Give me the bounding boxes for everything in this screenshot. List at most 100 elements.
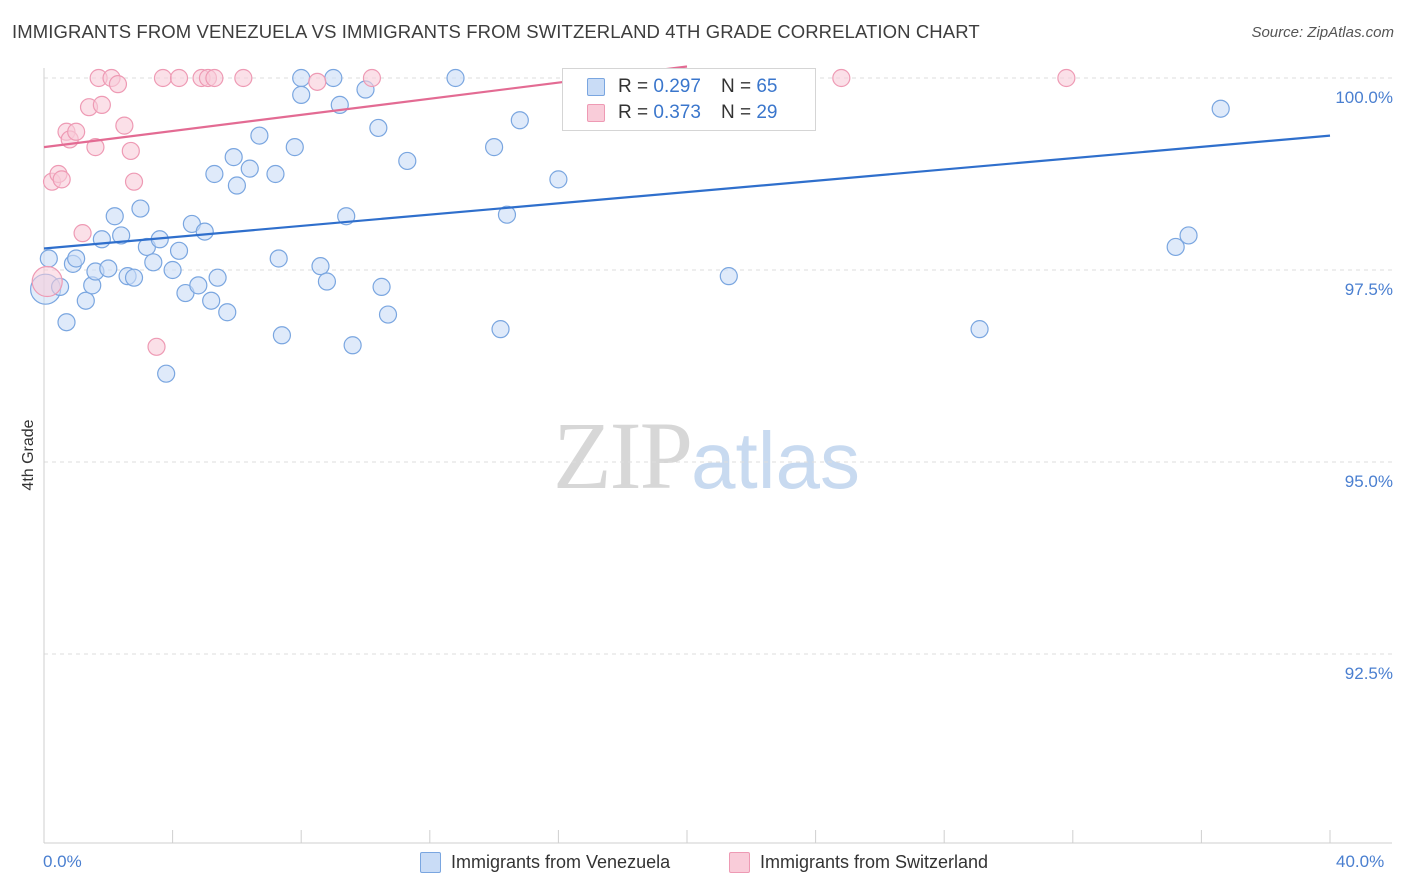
legend-r-label: R =: [618, 76, 649, 97]
switzerland-point: [205, 68, 224, 88]
switzerland-point: [153, 68, 173, 88]
legend-r-value: 0.373: [653, 102, 701, 123]
venezuela-point: [1211, 99, 1230, 118]
venezuela-point: [324, 68, 343, 88]
switzerland-point: [31, 265, 63, 298]
venezuela-point: [719, 267, 738, 286]
venezuela-point: [189, 276, 208, 295]
venezuela-point: [485, 138, 504, 157]
correlation-legend: R = 0.297 N = 65 R = 0.373 N = 29: [562, 68, 816, 131]
x-tick-label-min: 0.0%: [43, 852, 82, 871]
switzerland-point: [86, 138, 105, 157]
series-legend-venezuela: Immigrants from Venezuela: [420, 852, 670, 873]
legend-swatch-pink: [587, 104, 605, 122]
venezuela-point: [343, 336, 362, 355]
y-tick-label: 97.5%: [1345, 280, 1393, 299]
legend-row-switzerland: R = 0.373 N = 29: [587, 101, 777, 125]
switzerland-point: [73, 224, 92, 243]
venezuela-point: [549, 170, 568, 189]
venezuela-point: [250, 126, 269, 145]
venezuela-point: [970, 320, 989, 339]
watermark-atlas: atlas: [691, 416, 860, 505]
chart-title: IMMIGRANTS FROM VENEZUELA VS IMMIGRANTS …: [12, 21, 980, 42]
venezuela-point: [208, 268, 227, 287]
venezuela-point: [131, 199, 150, 218]
venezuela-point: [292, 85, 311, 104]
venezuela-point: [195, 222, 214, 241]
venezuela-point: [202, 291, 221, 310]
series-swatch-pink: [729, 852, 750, 873]
venezuela-point: [398, 151, 417, 171]
venezuela-point: [99, 259, 118, 278]
switzerland-point: [169, 68, 189, 88]
legend-row-venezuela: R = 0.297 N = 65: [587, 75, 777, 99]
venezuela-point: [144, 253, 163, 272]
switzerland-point: [1057, 68, 1076, 88]
switzerland-point: [234, 68, 253, 88]
legend-n-value: 65: [756, 76, 778, 97]
venezuela-point: [76, 291, 95, 310]
venezuela-point: [292, 68, 311, 88]
switzerland-point: [362, 68, 382, 88]
x-tick-label-max: 40.0%: [1336, 852, 1385, 871]
venezuela-point: [372, 277, 391, 296]
series-name-switzerland: Immigrants from Switzerland: [760, 852, 989, 872]
venezuela-point: [497, 205, 517, 224]
series-swatch-blue: [420, 852, 441, 873]
venezuela-point: [272, 326, 292, 345]
switzerland-point: [92, 95, 111, 114]
switzerland-point: [124, 172, 144, 191]
switzerland-point: [115, 116, 134, 135]
venezuela-point: [67, 249, 86, 268]
watermark: ZIPatlas: [553, 400, 860, 511]
switzerland-point: [121, 141, 140, 161]
venezuela-point: [1179, 226, 1198, 245]
source-credit: Source: ZipAtlas.com: [1251, 24, 1394, 41]
legend-r-value: 0.297: [653, 76, 701, 97]
legend-n-value: 29: [756, 102, 778, 123]
venezuela-point: [124, 268, 144, 287]
venezuela-point: [227, 176, 246, 195]
venezuela-point: [269, 249, 288, 268]
venezuela-point: [169, 241, 189, 260]
venezuela-point: [218, 303, 237, 322]
venezuela-point: [446, 68, 465, 88]
venezuela-point: [224, 148, 243, 167]
legend-n-label: N =: [720, 76, 752, 97]
legend-n-label: N =: [720, 102, 752, 123]
venezuela-point: [311, 257, 330, 276]
venezuela-point: [317, 272, 337, 291]
venezuela-point: [510, 111, 529, 130]
venezuela-point: [112, 226, 131, 245]
y-tick-label: 92.5%: [1345, 664, 1393, 683]
y-tick-label: 100.0%: [1335, 88, 1393, 107]
series-name-venezuela: Immigrants from Venezuela: [451, 852, 671, 872]
switzerland-point: [52, 170, 71, 189]
venezuela-point: [266, 164, 285, 184]
venezuela-point: [92, 230, 111, 249]
watermark-zip: ZIP: [553, 402, 693, 509]
venezuela-point: [105, 207, 124, 226]
venezuela-point: [157, 364, 176, 383]
venezuela-trend-line: [43, 134, 1331, 250]
venezuela-point: [491, 320, 510, 339]
switzerland-point: [108, 75, 128, 94]
y-tick-label: 95.0%: [1345, 472, 1393, 491]
switzerland-point: [67, 122, 86, 141]
venezuela-point: [39, 249, 58, 268]
venezuela-point: [1166, 237, 1185, 257]
legend-r-label: R =: [618, 102, 649, 123]
series-legend-switzerland: Immigrants from Switzerland: [729, 852, 988, 873]
venezuela-point: [57, 313, 76, 332]
venezuela-point: [240, 159, 259, 178]
legend-swatch-blue: [587, 78, 605, 96]
venezuela-point: [163, 260, 182, 280]
switzerland-point: [308, 72, 327, 91]
switzerland-point: [147, 337, 166, 356]
venezuela-point: [205, 164, 224, 184]
venezuela-point: [369, 118, 388, 138]
venezuela-point: [378, 305, 398, 324]
switzerland-point: [832, 68, 851, 88]
venezuela-point: [285, 138, 304, 157]
